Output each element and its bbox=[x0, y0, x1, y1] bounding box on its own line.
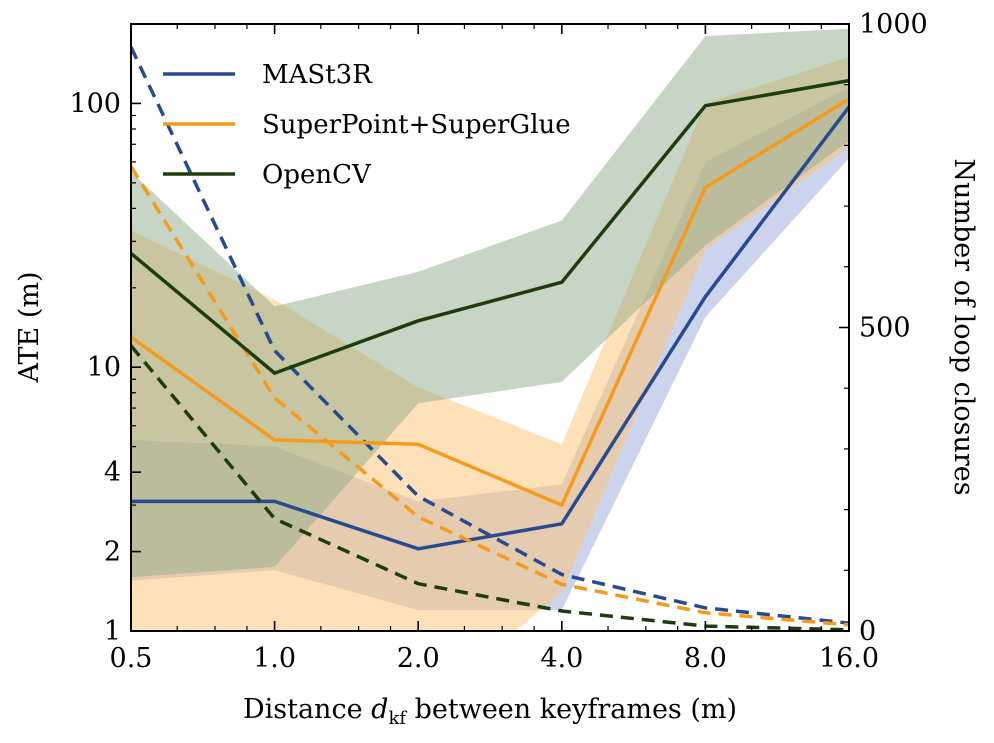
y-tick-label: 10 bbox=[87, 352, 121, 383]
y2-tick-label: 1000 bbox=[859, 9, 928, 40]
y2-axis-label: Number of loop closures bbox=[948, 158, 979, 495]
y-tick-label: 4 bbox=[104, 457, 121, 488]
y-tick-label: 1 bbox=[104, 616, 121, 647]
legend-label: MASt3R bbox=[262, 60, 373, 90]
loop-closure-line-mast3r bbox=[131, 46, 849, 625]
x-tick-label: 4.0 bbox=[540, 643, 583, 674]
legend: MASt3R SuperPoint+SuperGlue OpenCV bbox=[163, 60, 571, 190]
series-lines bbox=[131, 46, 849, 631]
y2-tick-label: 500 bbox=[859, 313, 911, 344]
y-tick-label: 100 bbox=[69, 88, 121, 119]
legend-label: SuperPoint+SuperGlue bbox=[262, 110, 571, 140]
ate-line-mast3r bbox=[131, 105, 849, 551]
x-axis-label: Distance dkf between keyframes (m) bbox=[243, 694, 737, 729]
loop-closure-line-opencv bbox=[131, 344, 849, 631]
legend-label: OpenCV bbox=[262, 160, 372, 190]
x-tick-label: 16.0 bbox=[819, 643, 879, 674]
x-axis-label-suffix: between keyframes (m) bbox=[406, 694, 737, 725]
x-tick-label: 8.0 bbox=[684, 643, 727, 674]
y-axis-label: ATE (m) bbox=[14, 272, 45, 384]
y2-tick-label: 0 bbox=[859, 616, 876, 647]
x-tick-label: 2.0 bbox=[397, 643, 440, 674]
ate-line-superpoint-superglue bbox=[131, 97, 849, 507]
x-tick-label: 1.0 bbox=[253, 643, 296, 674]
x-axis-label-prefix: Distance bbox=[243, 694, 371, 725]
x-axis-label-var: d bbox=[371, 694, 388, 725]
loop-closure-line-superpoint-superglue bbox=[131, 165, 849, 627]
ate-line-opencv bbox=[131, 78, 849, 375]
x-axis-label-sub: kf bbox=[388, 708, 407, 729]
y-tick-label: 2 bbox=[104, 537, 121, 568]
x-tick-label: 0.5 bbox=[110, 643, 153, 674]
